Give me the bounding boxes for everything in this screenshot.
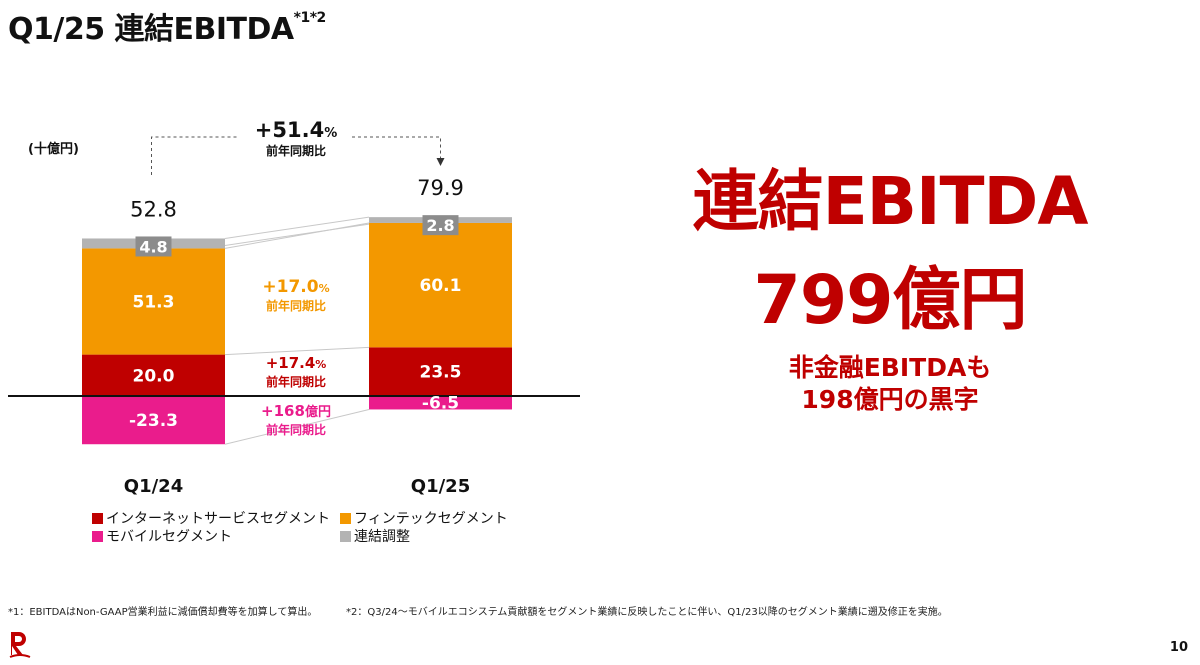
page-title-footnote-marks: *1*2 bbox=[293, 10, 327, 26]
annotation-total-value: +51.4% bbox=[255, 118, 337, 142]
bar-internet-1 bbox=[369, 347, 512, 396]
label-bg-adjustment-1 bbox=[422, 215, 459, 236]
bar-mobile-0 bbox=[82, 396, 225, 445]
annotation-fintech-value-unit: % bbox=[319, 282, 330, 295]
legend-swatch-internet bbox=[92, 512, 103, 524]
legend-label-mobile: モバイルセグメント bbox=[106, 529, 232, 545]
label-total-0: 52.8 bbox=[130, 197, 177, 221]
bar-internet-0 bbox=[82, 354, 225, 396]
annotation-internet-value-number: +17.4 bbox=[266, 354, 316, 372]
annotation-mobile-value-unit: 億円 bbox=[305, 404, 331, 420]
bar-mobile-1 bbox=[369, 396, 512, 410]
bracket-arrow-icon bbox=[436, 158, 445, 166]
annotation-total-value-unit: % bbox=[324, 126, 337, 141]
subline-profit: 198億円の黒字 bbox=[801, 385, 979, 414]
unit-label: (十億円) bbox=[28, 142, 79, 157]
annotation-mobile-caption: 前年同期比 bbox=[266, 422, 326, 437]
legend-swatch-fintech bbox=[340, 512, 351, 524]
annotation-fintech-value: +17.0% bbox=[262, 277, 329, 297]
label-adjustment-1: 2.8 bbox=[426, 216, 454, 235]
annotation-internet-value-unit: % bbox=[315, 358, 326, 371]
label-mobile-0: -23.3 bbox=[129, 411, 178, 431]
legend-item-fintech: フィンテックセグメント bbox=[340, 508, 508, 528]
headline-amount: 799億円 bbox=[753, 261, 1028, 340]
connector-line-0 bbox=[224, 216, 370, 239]
bar-fintech-0 bbox=[82, 248, 225, 355]
label-fintech-1: 60.1 bbox=[420, 276, 462, 296]
legend-item-internet: インターネットサービスセグメント bbox=[92, 508, 330, 528]
legend-label-adjustment: 連結調整 bbox=[354, 529, 410, 545]
category-label-1: Q1/25 bbox=[411, 476, 470, 497]
connector-line-4 bbox=[224, 223, 370, 246]
connector-line-2 bbox=[224, 346, 370, 356]
headline-ebitda: 連結EBITDA bbox=[692, 163, 1089, 240]
legend-swatch-mobile bbox=[92, 530, 103, 542]
page-title: Q1/25 連結EBITDA*1*2 bbox=[8, 4, 326, 48]
page-number: 10 bbox=[1169, 640, 1188, 655]
bar-fintech-1 bbox=[369, 222, 512, 348]
bracket-left bbox=[151, 136, 238, 175]
label-fintech-0: 51.3 bbox=[133, 293, 175, 313]
label-total-1: 79.9 bbox=[417, 176, 464, 200]
legend-swatch-adjustment bbox=[340, 530, 351, 542]
annotation-total-caption: 前年同期比 bbox=[266, 143, 326, 158]
label-internet-1: 23.5 bbox=[420, 363, 462, 383]
bracket-right bbox=[352, 136, 441, 160]
annotation-mobile-value-number: +168 bbox=[261, 402, 305, 420]
category-label-0: Q1/24 bbox=[124, 476, 183, 497]
legend-label-internet: インターネットサービスセグメント bbox=[106, 511, 330, 527]
connector-line-3 bbox=[224, 408, 370, 445]
page-title-text: Q1/25 連結EBITDA bbox=[8, 12, 294, 47]
annotation-internet-caption: 前年同期比 bbox=[266, 374, 326, 389]
legend-item-adjustment: 連結調整 bbox=[340, 526, 410, 546]
annotation-total-value-number: +51.4 bbox=[255, 118, 324, 142]
footnote-1: *1：EBITDAはNon-GAAP営業利益に減価償却費等を加算して算出。 bbox=[8, 607, 318, 618]
legend-item-mobile: モバイルセグメント bbox=[92, 526, 232, 546]
annotation-mobile-value: +168億円 bbox=[261, 402, 331, 420]
label-bg-adjustment-0 bbox=[135, 236, 172, 257]
rakuten-logo-icon bbox=[9, 632, 31, 658]
annotation-internet-value: +17.4% bbox=[266, 354, 327, 372]
connector-line-1 bbox=[224, 222, 370, 249]
annotation-fintech-value-number: +17.0 bbox=[262, 277, 318, 297]
legend-label-fintech: フィンテックセグメント bbox=[354, 511, 508, 527]
label-adjustment-0: 4.8 bbox=[139, 237, 167, 256]
subline-non-financial: 非金融EBITDAも bbox=[788, 353, 992, 382]
footnote-2: *2：Q3/24～モバイルエコシステム貢献額をセグメント業績に反映したことに伴い… bbox=[346, 607, 948, 618]
label-internet-0: 20.0 bbox=[133, 366, 175, 386]
ebitda-stacked-bar-chart: 20.0 51.3 -23.3 4.8 52.8 Q1/24 23.5 60.1 -6.5 2.8… bbox=[8, 118, 580, 497]
label-mobile-1: -6.5 bbox=[422, 394, 459, 414]
annotation-fintech-caption: 前年同期比 bbox=[266, 298, 326, 313]
